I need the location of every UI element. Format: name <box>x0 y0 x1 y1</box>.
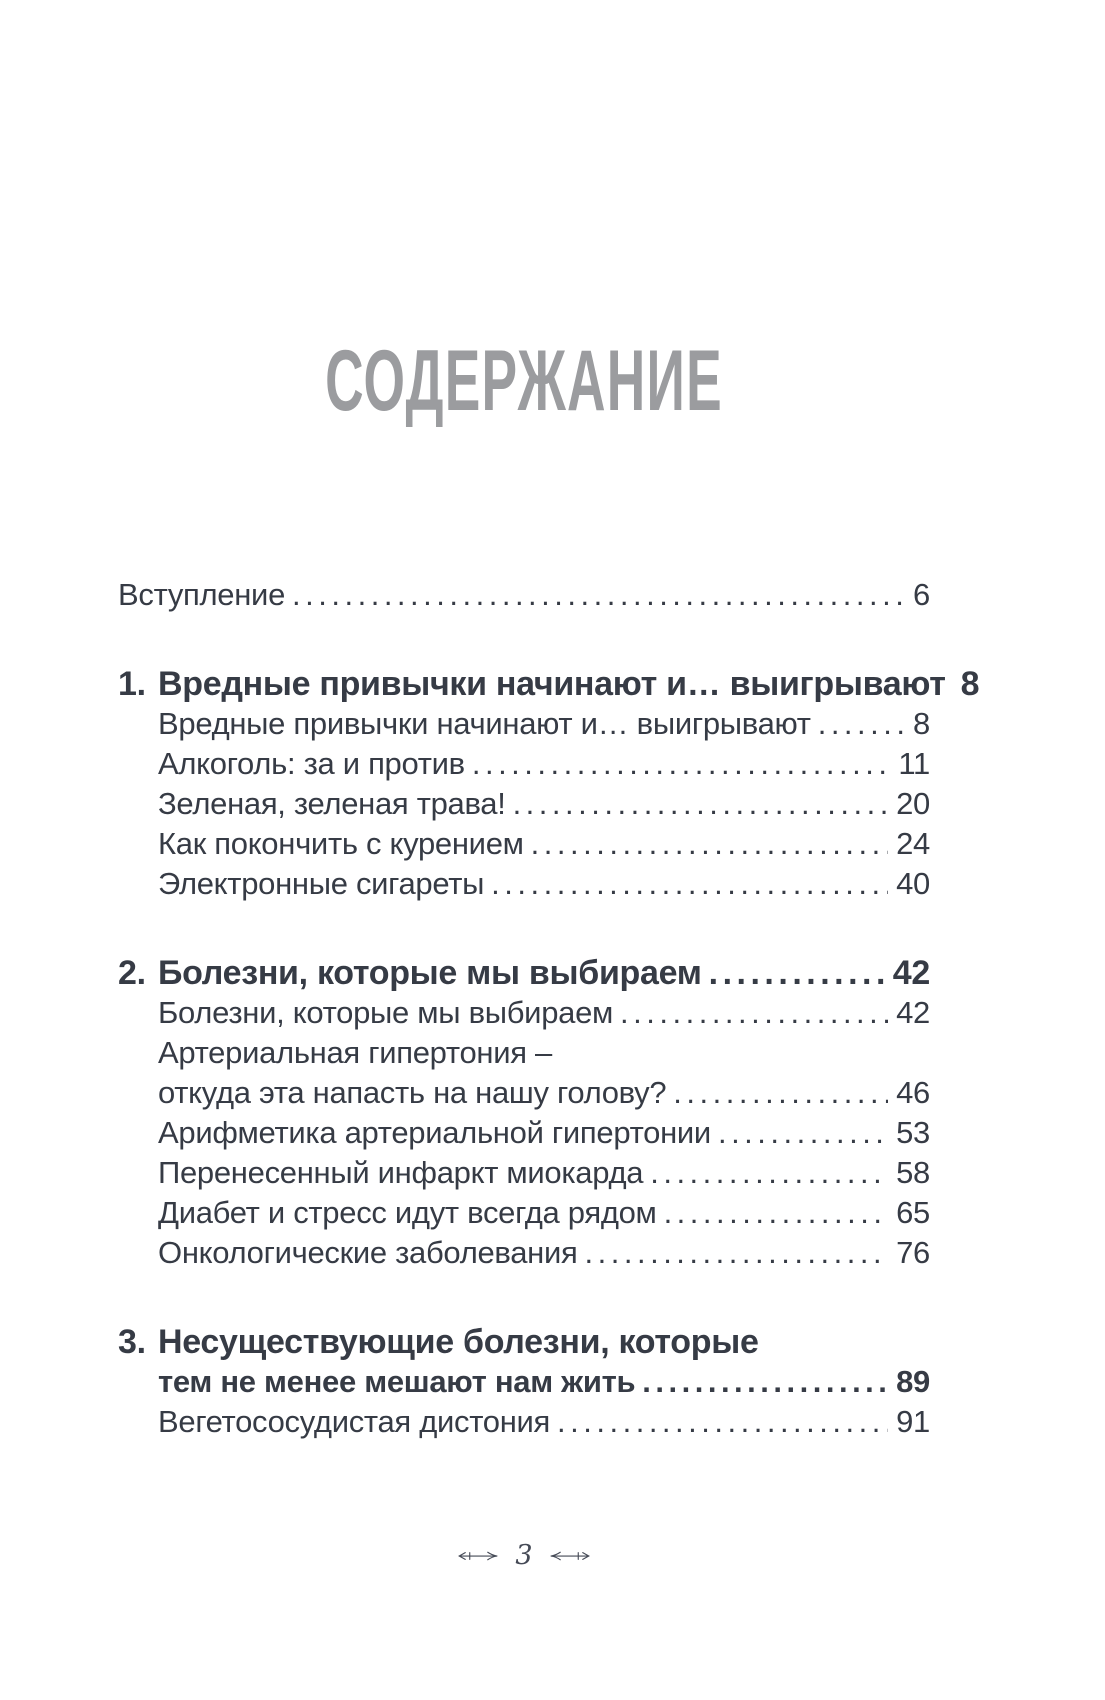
toc-row: 2. Болезни, которые мы выбираем 42 <box>118 953 930 993</box>
toc-row: Электронные сигареты 40 <box>118 864 930 904</box>
toc-entry-label: Несуществующие болезни, которые <box>158 1323 759 1361</box>
dot-leader <box>491 864 888 904</box>
toc-page-number: 53 <box>896 1115 930 1150</box>
toc-page-number: 8 <box>913 706 930 741</box>
toc-page-number: 65 <box>896 1195 930 1230</box>
toc-entry-label: Вегетососудистая дистония <box>158 1404 551 1439</box>
toc-page-number: 20 <box>896 786 930 821</box>
dot-leader <box>585 1233 889 1273</box>
toc-page-number: 6 <box>913 577 930 612</box>
toc-page-number: 42 <box>892 954 931 992</box>
dot-leader <box>642 1362 888 1402</box>
toc-page-number: 8 <box>960 665 980 703</box>
toc-row: тем не менее мешают нам жить 89 <box>118 1362 930 1402</box>
toc-entry-label: Диабет и стресс идут всегда рядом <box>158 1195 657 1230</box>
toc-row: Вегетососудистая дистония 91 <box>118 1402 930 1442</box>
toc-page-number: 40 <box>896 866 930 901</box>
footer-page-number: 3 <box>515 1540 533 1571</box>
toc-entry-label: Болезни, которые мы выбираем <box>158 954 702 992</box>
toc-entry-label: Зеленая, зеленая трава! <box>158 786 506 821</box>
toc-row: Онкологические заболевания 76 <box>118 1233 930 1273</box>
dot-leader <box>650 1153 888 1193</box>
toc-row: Перенесенный инфаркт миокарда 58 <box>118 1153 930 1193</box>
dot-leader <box>531 824 888 864</box>
toc-row: 1. Вредные привычки начинают и… выигрываю… <box>118 664 980 704</box>
page-footer: 3 <box>118 1540 930 1572</box>
dot-leader <box>673 1073 888 1113</box>
dot-leader <box>709 953 885 993</box>
toc-entry-label: Алкоголь: за и против <box>158 746 465 781</box>
toc-entry-label: тем не менее мешают нам жить <box>158 1364 636 1399</box>
toc-entry-label: Электронные сигареты <box>158 866 485 901</box>
toc-chapter-number: 3. <box>118 1323 146 1361</box>
toc-row: Артериальная гипертония – <box>118 1033 930 1073</box>
dot-leader <box>718 1113 888 1153</box>
dot-leader <box>664 1193 889 1233</box>
arrow-ornament-left-icon <box>458 1551 498 1561</box>
toc-entry-label: Онкологические заболевания <box>158 1235 578 1270</box>
toc-chapter-number: 2. <box>118 954 146 992</box>
toc-page-number: 42 <box>896 995 930 1030</box>
toc-row: Алкоголь: за и против 11 <box>118 744 930 784</box>
toc-entry-label: Вредные привычки начинают и… выигрывают <box>158 665 946 703</box>
toc-entry-label: Артериальная гипертония – <box>158 1035 553 1070</box>
toc-row: Как покончить с курением 24 <box>118 824 930 864</box>
dot-leader <box>620 993 888 1033</box>
dot-leader <box>292 575 905 615</box>
toc-page-number: 76 <box>896 1235 930 1270</box>
dot-leader <box>557 1402 888 1442</box>
toc-page-number: 89 <box>896 1364 930 1399</box>
toc-page-number: 11 <box>898 746 930 781</box>
toc-chapter-number: 1. <box>118 665 146 703</box>
toc-entry-label: откуда эта напасть на нашу голову? <box>158 1075 667 1110</box>
toc-entry-label: Как покончить с курением <box>158 826 524 861</box>
dot-leader <box>818 704 905 744</box>
toc-row: Вредные привычки начинают и… выигрывают 8 <box>118 704 930 744</box>
toc-row: Диабет и стресс идут всегда рядом 65 <box>118 1193 930 1233</box>
toc-page-number: 46 <box>896 1075 930 1110</box>
page-title: СОДЕРЖАНИЕ <box>325 333 723 429</box>
toc-entry-label: Болезни, которые мы выбираем <box>158 995 614 1030</box>
table-of-contents: Вступление61.Вредные привычки начинают и… <box>118 575 980 1442</box>
toc-row: Арифметика артериальной гипертонии 53 <box>118 1113 930 1153</box>
toc-entry-label: Вступление <box>118 577 286 612</box>
toc-page-number: 91 <box>896 1404 930 1439</box>
toc-row: откуда эта напасть на нашу голову? 46 <box>118 1073 930 1113</box>
toc-entry-label: Вредные привычки начинают и… выигрывают <box>158 706 811 741</box>
toc-entry-label: Арифметика артериальной гипертонии <box>158 1115 711 1150</box>
toc-page-number: 24 <box>896 826 930 861</box>
toc-row: Болезни, которые мы выбираем 42 <box>118 993 930 1033</box>
toc-row: Зеленая, зеленая трава! 20 <box>118 784 930 824</box>
arrow-ornament-right-icon <box>550 1551 590 1561</box>
toc-row: Вступление 6 <box>118 575 930 615</box>
dot-leader <box>513 784 889 824</box>
toc-row: 3. Несуществующие болезни, которые <box>118 1322 930 1362</box>
toc-page-number: 58 <box>896 1155 930 1190</box>
toc-entry-label: Перенесенный инфаркт миокарда <box>158 1155 644 1190</box>
dot-leader <box>472 744 891 784</box>
